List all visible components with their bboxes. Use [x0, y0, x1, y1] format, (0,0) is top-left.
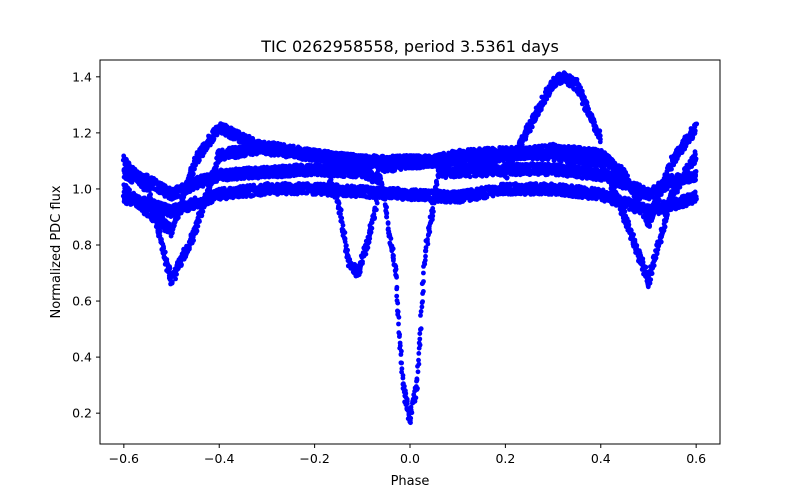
data-point [414, 377, 420, 383]
data-point [409, 409, 414, 415]
data-point [430, 206, 436, 211]
data-point [648, 277, 654, 282]
data-point [399, 348, 404, 354]
data-point [677, 184, 683, 190]
data-point [408, 415, 414, 421]
data-point [187, 244, 192, 250]
data-point [693, 177, 698, 183]
data-point [397, 332, 402, 337]
data-point [174, 271, 180, 277]
data-point [384, 214, 389, 220]
data-point [418, 313, 423, 318]
chart-title: TIC 0262958558, period 3.5361 days [260, 37, 559, 56]
data-point [384, 204, 389, 210]
data-point [430, 213, 436, 219]
data-point [467, 174, 473, 180]
data-point [413, 395, 419, 401]
data-point [408, 404, 414, 410]
data-point [653, 255, 659, 261]
data-point [514, 172, 519, 178]
data-point [662, 224, 668, 230]
data-point [640, 259, 646, 265]
data-point [393, 273, 399, 279]
data-point [419, 304, 425, 310]
data-point [394, 293, 400, 299]
data-point [685, 169, 691, 175]
data-point [430, 217, 435, 222]
data-point [403, 391, 409, 396]
data-point [404, 401, 410, 407]
data-point [211, 136, 217, 142]
data-point [396, 314, 402, 320]
data-point [417, 331, 423, 336]
data-point [423, 253, 428, 259]
data-point [423, 248, 429, 254]
data-point [612, 185, 617, 191]
data-point [693, 172, 698, 178]
data-point [200, 209, 206, 215]
data-point [418, 309, 424, 314]
data-point [421, 279, 426, 284]
data-point [680, 179, 686, 184]
data-point [384, 211, 389, 216]
data-point [422, 257, 428, 263]
data-point [416, 361, 422, 367]
data-point [434, 182, 440, 188]
data-point [167, 265, 173, 271]
data-point [388, 236, 394, 242]
data-point [649, 270, 655, 276]
data-point [183, 190, 189, 196]
data-point [378, 176, 384, 182]
data-point [417, 336, 423, 342]
data-point [415, 386, 420, 391]
data-point [427, 229, 433, 235]
data-point [385, 221, 391, 226]
data-point [415, 369, 421, 375]
data-point [169, 280, 175, 286]
data-point [197, 219, 202, 224]
data-point [197, 157, 202, 163]
data-point [416, 357, 421, 363]
data-point [416, 340, 422, 346]
data-point [162, 249, 168, 255]
data-point [631, 232, 636, 238]
data-point [421, 270, 426, 276]
data-point [391, 256, 396, 262]
data-point [425, 239, 430, 244]
data-point [396, 321, 401, 327]
data-point [693, 156, 699, 162]
data-points [120, 70, 700, 426]
data-point [194, 228, 200, 234]
data-point [179, 262, 184, 267]
data-point [395, 300, 401, 306]
data-point [392, 268, 398, 273]
data-point [654, 251, 660, 257]
data-point [400, 375, 406, 381]
data-point [421, 289, 426, 294]
data-point [368, 169, 374, 175]
data-point [379, 180, 385, 186]
data-point [195, 223, 201, 229]
data-point [418, 326, 424, 332]
data-point [420, 299, 425, 304]
data-point [386, 232, 392, 238]
data-point [394, 286, 400, 292]
data-point [341, 174, 347, 180]
data-point [390, 246, 396, 252]
data-point [398, 360, 404, 366]
data-point [173, 276, 179, 282]
data-point [693, 152, 698, 157]
data-point [416, 351, 422, 356]
data-point [402, 383, 407, 389]
data-point [199, 213, 205, 219]
data-point [211, 175, 217, 181]
data-point [643, 264, 649, 270]
